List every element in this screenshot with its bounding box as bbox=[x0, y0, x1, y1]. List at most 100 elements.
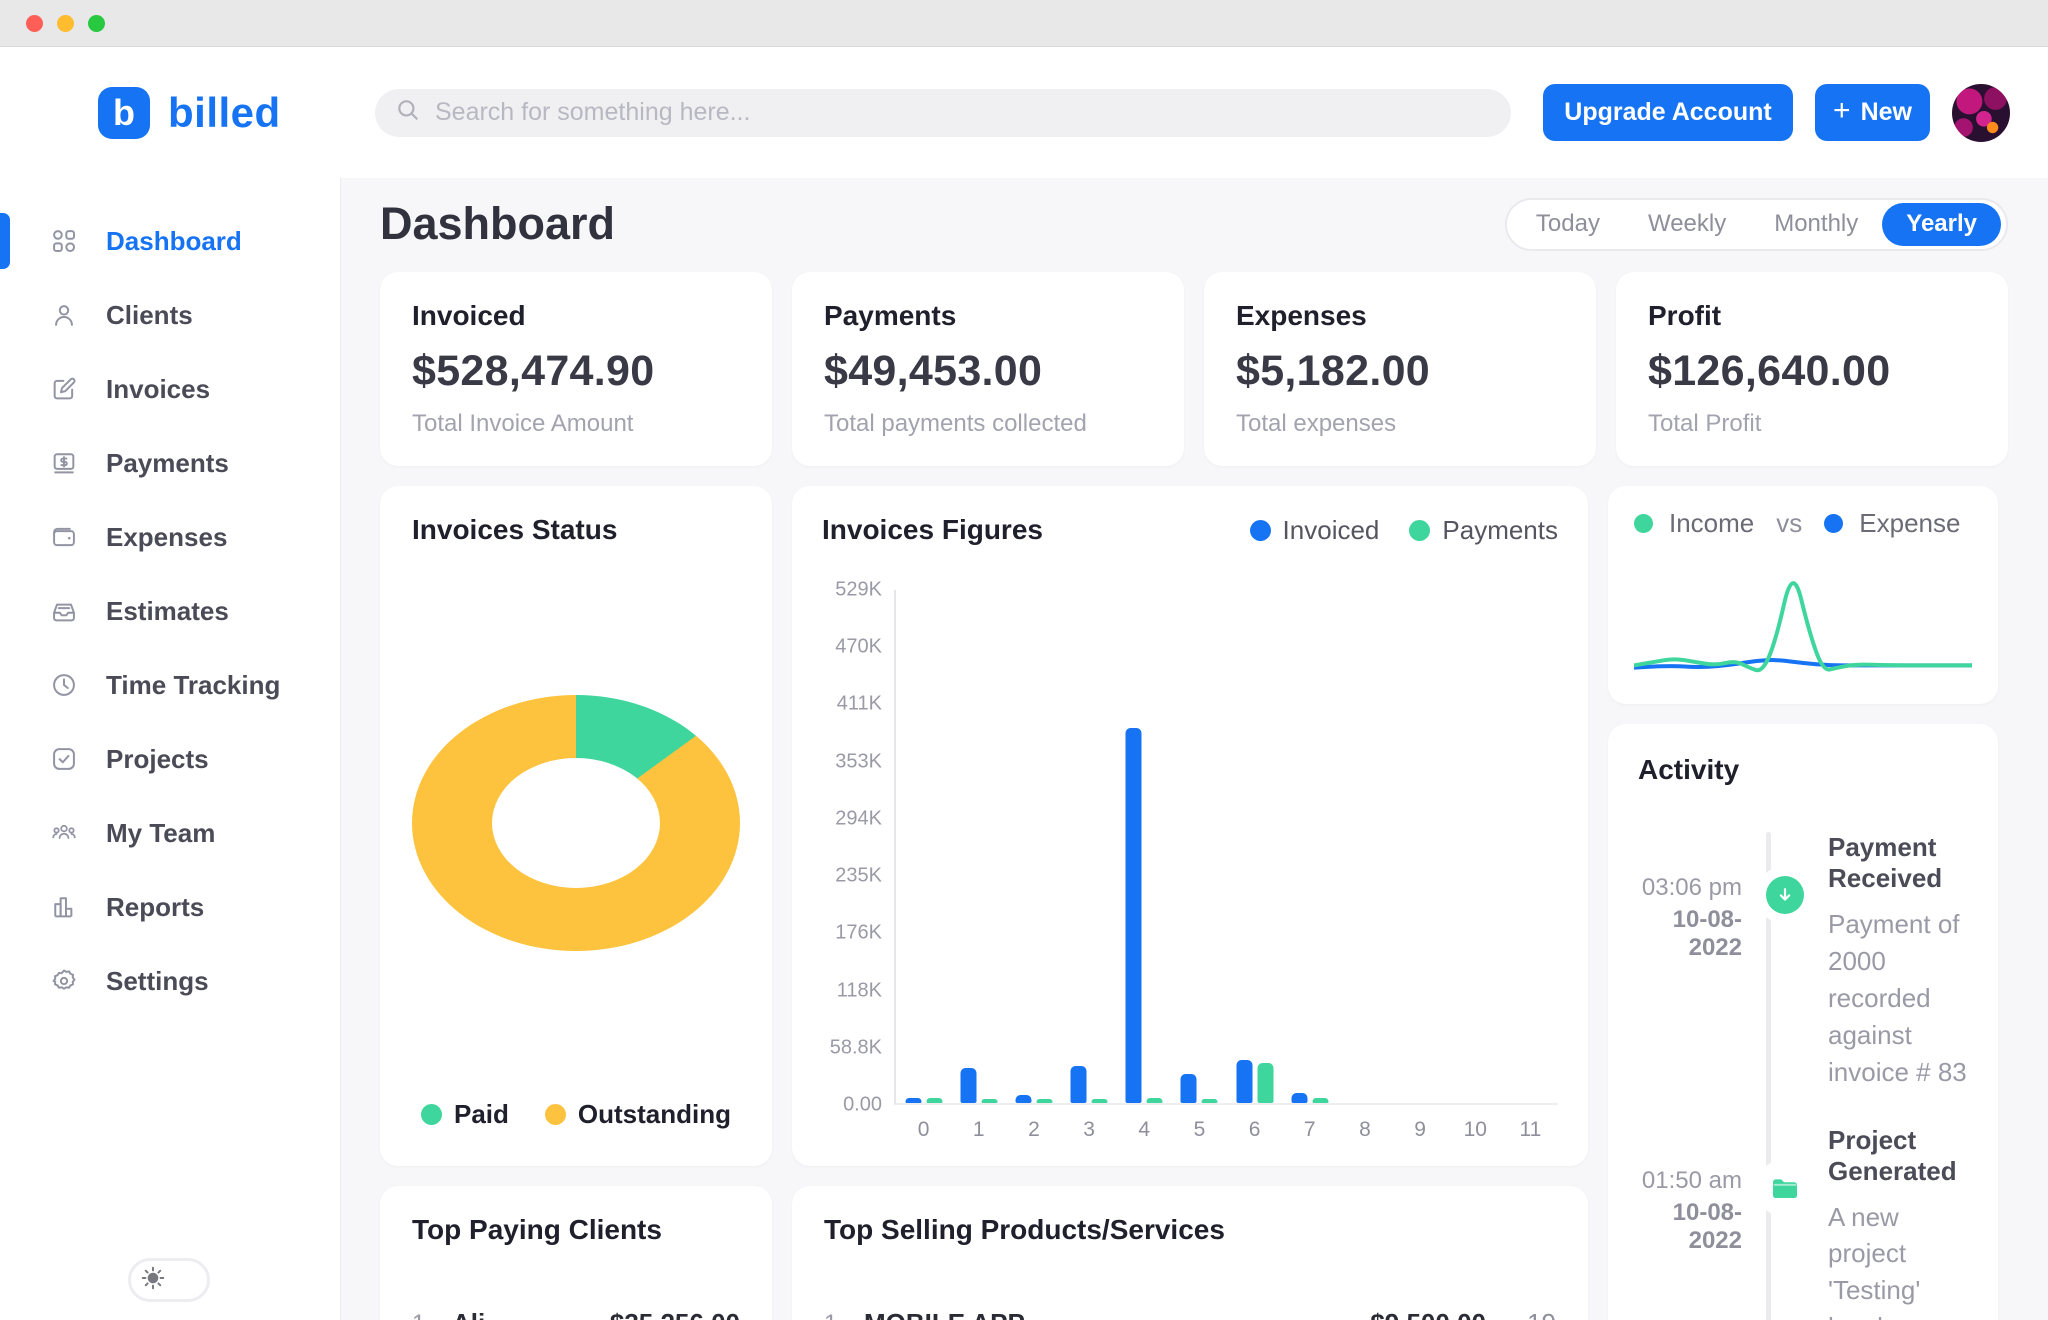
search-input[interactable] bbox=[435, 98, 1491, 127]
upgrade-account-button[interactable]: Upgrade Account bbox=[1543, 84, 1793, 141]
bar-invoiced-4[interactable] bbox=[1125, 728, 1142, 1103]
bar-payments-7[interactable] bbox=[1312, 1098, 1329, 1103]
bar-payments-4[interactable] bbox=[1146, 1098, 1163, 1103]
product-amount: $9,500.00 bbox=[1286, 1308, 1486, 1320]
stat-card-profit: Profit $126,640.00 Total Profit bbox=[1616, 272, 2008, 466]
sidebar-item-settings[interactable]: Settings bbox=[0, 944, 340, 1018]
sidebar-item-reports[interactable]: Reports bbox=[0, 870, 340, 944]
folder-icon bbox=[1756, 1158, 1814, 1217]
x-tick-label: 2 bbox=[1028, 1118, 1040, 1141]
activity-item-text: Payment of 2000 recorded against invoice… bbox=[1828, 909, 1967, 1087]
invoiced-dot-icon bbox=[1249, 519, 1271, 541]
check-square-icon bbox=[50, 745, 78, 773]
bar-invoiced-5[interactable] bbox=[1180, 1073, 1197, 1103]
y-tick-label: 470K bbox=[835, 635, 882, 658]
bar-invoiced-1[interactable] bbox=[960, 1067, 977, 1103]
sidebar-item-projects[interactable]: Projects bbox=[0, 722, 340, 796]
page-title: Dashboard bbox=[380, 198, 616, 249]
sidebar-item-payments[interactable]: Payments bbox=[0, 426, 340, 500]
sidebar-item-label: Reports bbox=[106, 891, 205, 922]
top-clients-title: Top Paying Clients bbox=[412, 1214, 662, 1245]
x-tick-label: 9 bbox=[1414, 1118, 1426, 1141]
main-content: Dashboard Today Weekly Monthly Yearly In… bbox=[341, 178, 2048, 1320]
product-row[interactable]: 1 MOBILE APP $9,500.00 19 bbox=[824, 1308, 1556, 1320]
bar-invoiced-0[interactable] bbox=[905, 1098, 922, 1103]
bar-group-7 bbox=[1291, 1093, 1329, 1103]
clients-icon bbox=[50, 301, 78, 329]
sidebar-item-label: Invoices bbox=[106, 373, 211, 404]
sidebar-item-time-tracking[interactable]: Time Tracking bbox=[0, 648, 340, 722]
bar-chart-y-axis: 529K 470K 411K 353K 294K 235K 176K 118K 58.8K 0.0… bbox=[822, 579, 894, 1116]
legend-payments[interactable]: Payments bbox=[1409, 515, 1558, 546]
client-row[interactable]: 1 Ali $35,256.00 bbox=[412, 1308, 740, 1320]
outstanding-dot-icon bbox=[544, 1104, 566, 1125]
stat-title: Payments bbox=[824, 300, 957, 331]
bar-invoiced-3[interactable] bbox=[1070, 1066, 1087, 1103]
invoices-figures-card: Invoices Figures Invoiced Payments bbox=[792, 486, 1588, 1166]
y-tick-label: 529K bbox=[835, 578, 882, 601]
tab-monthly[interactable]: Monthly bbox=[1774, 210, 1859, 237]
theme-toggle[interactable] bbox=[128, 1258, 210, 1302]
bar-payments-3[interactable] bbox=[1091, 1099, 1108, 1103]
brand[interactable]: b billed bbox=[98, 86, 341, 139]
sidebar-item-estimates[interactable]: Estimates bbox=[0, 574, 340, 648]
tab-weekly[interactable]: Weekly bbox=[1647, 210, 1727, 237]
top-selling-products-card: Top Selling Products/Services 1 MOBILE A… bbox=[792, 1186, 1588, 1320]
legend-outstanding[interactable]: Outstanding bbox=[544, 1099, 731, 1130]
income-expense-sparkline[interactable] bbox=[1634, 553, 1972, 681]
minimize-button[interactable] bbox=[57, 14, 74, 32]
bar-invoiced-7[interactable] bbox=[1291, 1093, 1308, 1103]
user-avatar[interactable] bbox=[1952, 83, 2010, 142]
sidebar-item-label: Settings bbox=[106, 965, 209, 996]
sidebar-item-my-team[interactable]: My Team bbox=[0, 796, 340, 870]
invoices-status-card: Invoices Status Paid Outstanding bbox=[380, 486, 772, 1166]
bar-payments-1[interactable] bbox=[981, 1099, 998, 1103]
activity-date: 10-08-2022 bbox=[1672, 1198, 1742, 1254]
stat-title: Profit bbox=[1648, 300, 1722, 331]
bar-chart-plot: 0 1 2 3 4 5 6 7 8 9 10 11 bbox=[894, 590, 1558, 1141]
activity-item-title: Payment Received bbox=[1828, 832, 1943, 893]
stat-value: $49,453.00 bbox=[824, 346, 1043, 395]
stat-card-expenses: Expenses $5,182.00 Total expenses bbox=[1204, 272, 1596, 466]
zoom-button[interactable] bbox=[88, 14, 105, 32]
top-products-title: Top Selling Products/Services bbox=[824, 1214, 1225, 1245]
x-tick-label: 4 bbox=[1138, 1118, 1151, 1141]
bar-payments-6[interactable] bbox=[1257, 1063, 1274, 1103]
clock-icon bbox=[50, 671, 78, 699]
sidebar-item-expenses[interactable]: Expenses bbox=[0, 500, 340, 574]
legend-paid[interactable]: Paid bbox=[420, 1099, 509, 1130]
bar-payments-2[interactable] bbox=[1036, 1099, 1053, 1103]
activity-item: 03:06 pm 10-08-2022 bbox=[1638, 832, 1968, 1091]
sidebar-item-invoices[interactable]: Invoices bbox=[0, 352, 340, 426]
brand-logo-icon: b bbox=[98, 86, 150, 139]
search-bar[interactable] bbox=[375, 88, 1511, 137]
sidebar-item-label: Estimates bbox=[106, 595, 229, 626]
client-rank: 1 bbox=[412, 1310, 452, 1320]
stat-value: $528,474.90 bbox=[412, 346, 655, 395]
tab-yearly[interactable]: Yearly bbox=[1882, 202, 2001, 246]
tab-today[interactable]: Today bbox=[1535, 210, 1600, 237]
invoices-status-donut[interactable] bbox=[412, 694, 740, 951]
invoices-status-title: Invoices Status bbox=[412, 514, 618, 545]
activity-item: 01:50 am 10-08-2022 bbox=[1638, 1125, 1968, 1320]
new-button-label: New bbox=[1860, 98, 1912, 126]
legend-invoiced[interactable]: Invoiced bbox=[1249, 515, 1379, 546]
bar-payments-0[interactable] bbox=[926, 1098, 943, 1103]
sidebar-item-label: Projects bbox=[106, 743, 209, 774]
payments-dot-icon bbox=[1409, 519, 1431, 541]
expense-dot-icon bbox=[1824, 514, 1844, 533]
payments-icon bbox=[50, 449, 78, 477]
close-button[interactable] bbox=[26, 14, 43, 32]
sidebar-item-clients[interactable]: Clients bbox=[0, 278, 340, 352]
product-count: 19 bbox=[1486, 1308, 1556, 1320]
bar-invoiced-2[interactable] bbox=[1015, 1095, 1032, 1103]
bar-payments-5[interactable] bbox=[1201, 1099, 1218, 1103]
sidebar-item-label: Payments bbox=[106, 447, 229, 478]
bar-group-5 bbox=[1180, 1073, 1218, 1103]
sidebar: Dashboard Clients Invoices bbox=[0, 178, 341, 1320]
new-button[interactable]: + New bbox=[1815, 84, 1930, 141]
stat-caption: Total Profit bbox=[1648, 410, 1762, 437]
estimates-icon bbox=[50, 597, 78, 625]
sidebar-item-dashboard[interactable]: Dashboard bbox=[0, 204, 340, 278]
bar-invoiced-6[interactable] bbox=[1236, 1060, 1253, 1103]
